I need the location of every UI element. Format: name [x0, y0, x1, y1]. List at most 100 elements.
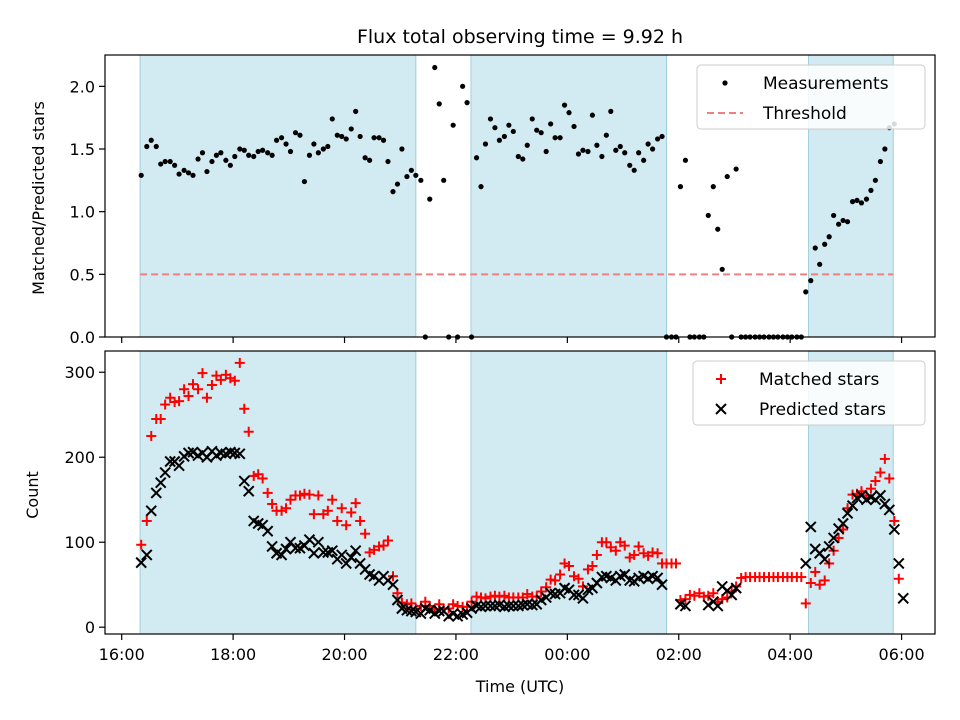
point-measurement-33 — [292, 130, 299, 136]
point-measurement-91 — [561, 102, 568, 108]
point-measurement-101 — [608, 108, 614, 114]
point-measurement-148 — [826, 234, 832, 240]
point-measurement-106 — [631, 167, 637, 173]
point-matched-158 — [870, 476, 881, 487]
point-matched-1 — [141, 515, 152, 526]
point-measurement-47 — [357, 133, 363, 140]
point-predicted-36 — [303, 533, 316, 546]
point-matched-34 — [294, 490, 305, 501]
point-matched-42 — [332, 515, 343, 526]
point-matched-145 — [810, 566, 821, 577]
point-predicted-93 — [568, 589, 580, 601]
x-tick-label-3: 22:00 — [433, 645, 479, 664]
point-measurement-122 — [705, 212, 711, 219]
point-measurement-10 — [185, 170, 192, 176]
point-measurement-116 — [677, 184, 684, 190]
point-measurement-112 — [659, 133, 665, 140]
point-measurement-98 — [594, 142, 600, 148]
point-predicted-132 — [846, 499, 859, 512]
point-matched-4 — [155, 413, 166, 424]
point-matched-24 — [248, 470, 259, 481]
point-measurement-108 — [641, 157, 647, 163]
point-predicted-79 — [503, 600, 515, 612]
x-tick-label-7: 06:00 — [879, 645, 925, 664]
point-measurement-32 — [287, 148, 294, 155]
point-measurement-89 — [552, 135, 558, 141]
point-matched-89 — [550, 575, 561, 586]
point-measurement-42 — [334, 132, 340, 138]
point-measurement-103 — [617, 143, 623, 150]
point-measurement-26 — [260, 147, 266, 153]
legend-marker-predicted — [715, 403, 727, 415]
point-measurement-99 — [599, 153, 605, 160]
point-measurement-150 — [836, 221, 842, 227]
point-measurement-149 — [831, 212, 837, 219]
point-measurement-143 — [803, 289, 809, 295]
point-matched-14 — [201, 392, 212, 403]
legend-label-0: Matched stars — [759, 370, 879, 390]
point-predicted-62 — [424, 604, 436, 616]
point-measurement-50 — [371, 135, 377, 141]
point-measurement-5 — [162, 158, 168, 165]
point-measurement-85 — [534, 127, 540, 133]
point-predicted-41 — [326, 545, 338, 557]
top-panel: 0.0 0.5 1.0 1.5 2.0 Measurements Threshold — [70, 54, 936, 347]
axes-frame — [104, 54, 936, 338]
point-matched-101 — [605, 542, 616, 553]
point-measurement-146 — [817, 261, 823, 267]
point-measurement-94 — [575, 151, 582, 157]
y-tick-label-3: 300 — [64, 363, 95, 382]
point-measurement-36 — [306, 152, 313, 158]
point-matched-119 — [689, 590, 700, 601]
point-matched-46 — [350, 498, 361, 509]
point-measurement-156 — [863, 196, 870, 202]
point-matched-67 — [448, 599, 459, 610]
point-matched-5 — [160, 399, 171, 410]
point-predicted-3 — [150, 487, 162, 499]
point-measurement-80 — [510, 128, 516, 135]
point-measurement-96 — [585, 148, 591, 155]
point-predicted-54 — [387, 579, 399, 591]
x-axis-label: Time (UTC) — [475, 677, 564, 696]
point-predicted-117 — [712, 600, 724, 612]
point-measurement-43 — [339, 133, 345, 140]
point-measurement-153 — [849, 199, 856, 205]
x-tick-label-0: 16:00 — [99, 645, 145, 664]
point-measurement-82 — [520, 156, 526, 162]
point-measurement-58 — [408, 167, 414, 173]
point-measurement-16 — [213, 152, 220, 158]
point-predicted-11 — [187, 446, 199, 458]
point-measurement-88 — [548, 121, 554, 127]
legend-box — [692, 360, 926, 426]
point-measurement-63 — [432, 64, 438, 71]
point-matched-44 — [341, 520, 352, 531]
y-tick-label-2: 200 — [64, 448, 95, 467]
point-matched-144 — [805, 578, 816, 589]
point-measurement-53 — [385, 158, 391, 165]
point-matched-87 — [541, 582, 552, 593]
x-tick-label-4: 00:00 — [544, 645, 590, 664]
point-measurement-128 — [733, 166, 739, 172]
y-tick-label-0: 0 — [85, 618, 95, 637]
point-measurement-11 — [190, 172, 196, 178]
legend-label-0: Measurements — [763, 74, 889, 94]
point-matched-20 — [229, 375, 240, 386]
point-predicted-123 — [805, 521, 817, 533]
point-matched-32 — [285, 494, 296, 505]
point-measurement-100 — [603, 132, 609, 138]
point-measurement-97 — [589, 112, 596, 118]
point-measurement-59 — [413, 172, 419, 178]
point-measurement-15 — [209, 158, 215, 165]
point-measurement-104 — [622, 150, 628, 156]
point-matched-13 — [197, 368, 208, 379]
point-predicted-39 — [317, 546, 330, 559]
point-measurement-84 — [529, 116, 535, 122]
point-measurement-123 — [710, 184, 716, 190]
point-matched-11 — [188, 379, 199, 390]
point-matched-37 — [308, 509, 319, 520]
point-predicted-5 — [159, 466, 171, 479]
point-measurement-152 — [844, 219, 851, 225]
point-measurement-81 — [515, 153, 521, 160]
point-matched-123 — [708, 588, 719, 599]
point-matched-41 — [327, 494, 338, 505]
